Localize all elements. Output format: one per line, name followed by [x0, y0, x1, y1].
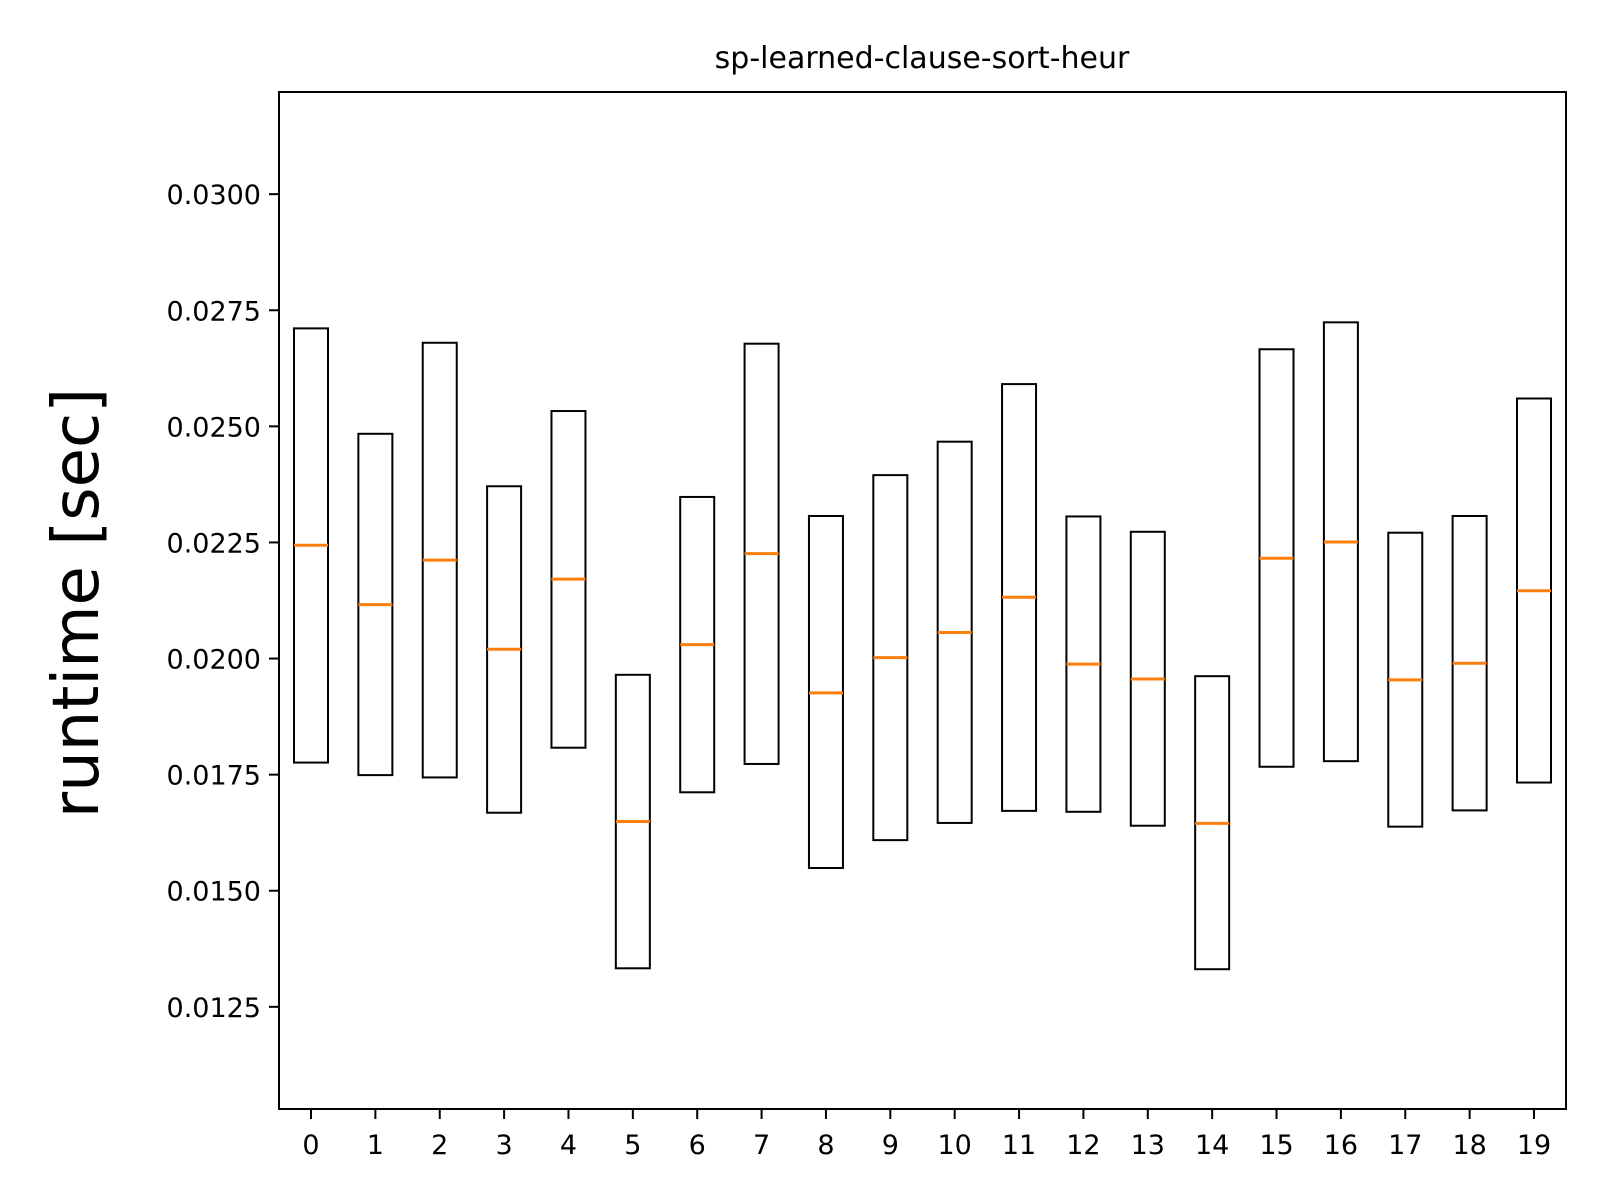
x-tick-label: 2: [431, 1130, 448, 1161]
x-tick-label: 9: [882, 1130, 899, 1161]
x-tick-label: 12: [1066, 1130, 1100, 1161]
y-axis-ticks: 0.0125 0.0150 0.0175 0.0200 0.0225 0.0250 0.02…: [167, 180, 279, 1024]
box-series: [293, 321, 1552, 971]
x-tick-label: 5: [624, 1130, 641, 1161]
x-tick-label: 4: [560, 1130, 577, 1161]
y-tick-label: 0.0150: [167, 877, 261, 908]
x-tick-label: 3: [496, 1130, 513, 1161]
y-tick-label: 0.0275: [167, 296, 261, 327]
x-tick-label: 16: [1324, 1130, 1358, 1161]
x-tick-label: 19: [1517, 1130, 1551, 1161]
x-tick-label: 6: [689, 1130, 706, 1161]
y-tick-label: 0.0225: [167, 528, 261, 559]
chart-title: sp-learned-clause-sort-heur: [715, 41, 1130, 76]
y-tick-label: 0.0300: [167, 180, 261, 211]
x-tick-label: 11: [1002, 1130, 1036, 1161]
x-tick-label: 17: [1388, 1130, 1422, 1161]
y-tick-label: 0.0125: [167, 993, 261, 1024]
plot-area-frame: [278, 91, 1567, 1110]
x-tick-label: 0: [302, 1130, 319, 1161]
y-axis-label: runtime [sec]: [40, 388, 114, 818]
y-tick-label: 0.0175: [167, 761, 261, 792]
x-tick-label: 1: [367, 1130, 384, 1161]
y-tick-label: 0.0200: [167, 645, 261, 676]
x-tick-label: 7: [753, 1130, 770, 1161]
x-tick-label: 18: [1452, 1130, 1486, 1161]
x-tick-label: 10: [938, 1130, 972, 1161]
x-tick-label: 13: [1131, 1130, 1165, 1161]
x-tick-label: 8: [817, 1130, 834, 1161]
x-tick-label: 14: [1195, 1130, 1229, 1161]
y-tick-label: 0.0250: [167, 412, 261, 443]
x-tick-label: 15: [1259, 1130, 1293, 1161]
x-axis-ticks: 0 1 2 3 4 5 6 7 8 9 10 11 12 13 14 15 16 17 18 19: [302, 1109, 1551, 1161]
